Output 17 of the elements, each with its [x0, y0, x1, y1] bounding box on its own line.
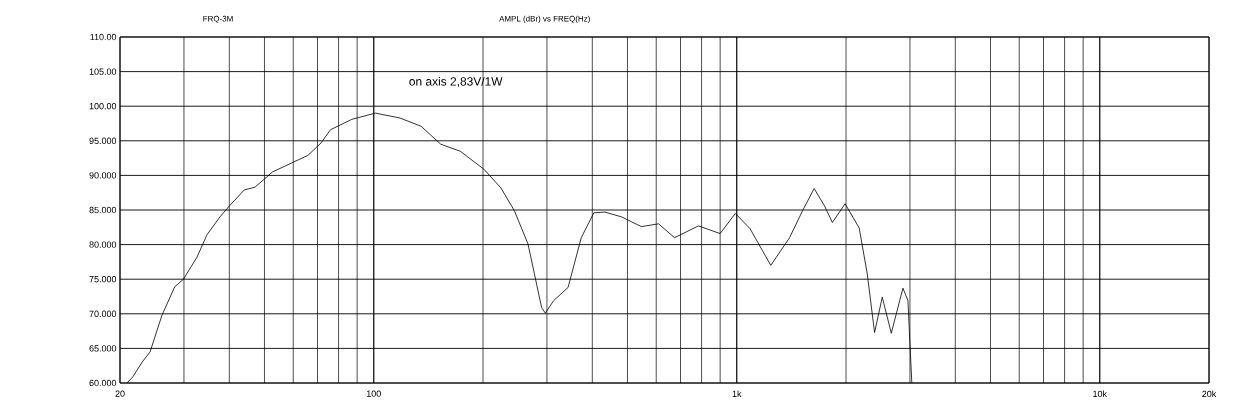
x-tick-label: 20 — [115, 390, 125, 397]
x-tick-label: 20k — [1202, 390, 1217, 398]
y-tick-label: 85.000 — [89, 206, 117, 214]
y-tick-label: 60.000 — [89, 379, 117, 387]
y-tick-label: 110.00 — [90, 33, 117, 41]
y-tick-label: 105.00 — [89, 68, 117, 75]
y-tick-label: 95.000 — [89, 137, 117, 144]
y-tick-label: 80.000 — [89, 241, 117, 248]
x-tick-label: 100 — [366, 390, 381, 397]
x-tick-label: 1k — [732, 390, 742, 398]
y-tick-label: 75.000 — [89, 276, 117, 283]
y-tick-label: 90.000 — [89, 172, 117, 179]
y-tick-label: 65.000 — [89, 345, 117, 352]
y-tick-label: 70.000 — [89, 310, 117, 317]
x-tick-label: 10k — [1093, 390, 1107, 398]
annotation: on axis 2,83V/1W — [409, 76, 503, 88]
y-tick-label: 100.00 — [89, 103, 117, 110]
